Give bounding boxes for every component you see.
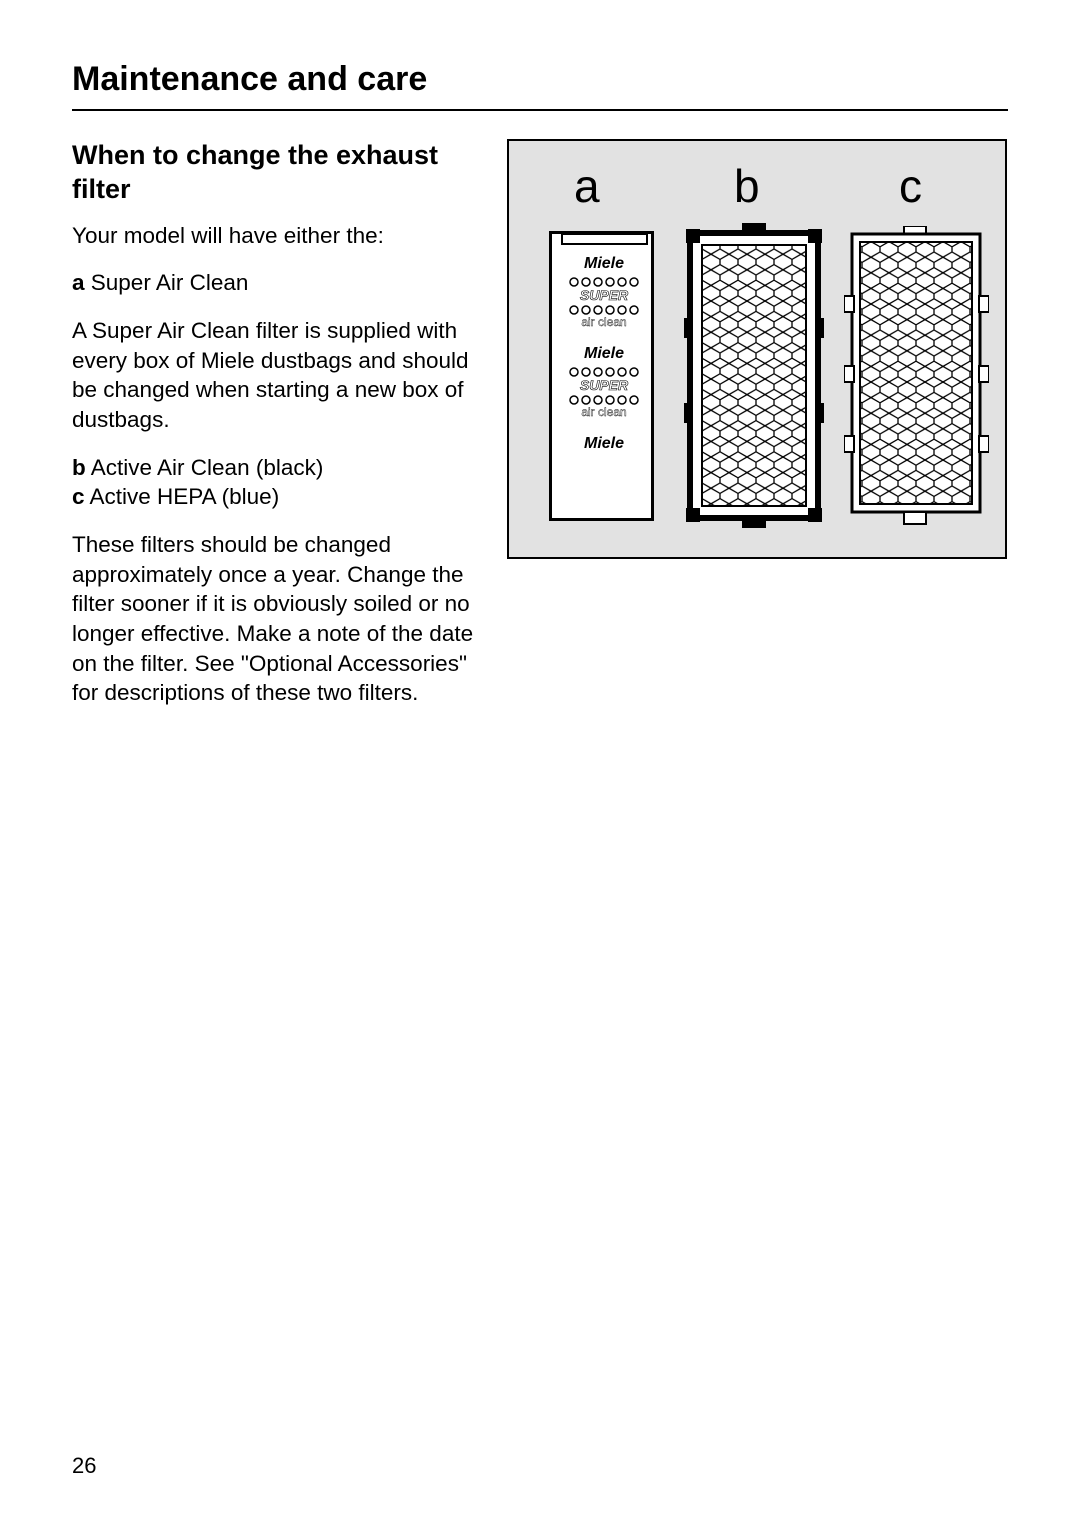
- filter-b: [684, 223, 824, 528]
- item-c-label: c: [72, 484, 85, 509]
- figure-label-a: a: [574, 159, 600, 213]
- filter-c: [844, 226, 989, 526]
- intro-text: Your model will have either the:: [72, 221, 477, 251]
- page-number: 26: [72, 1453, 96, 1479]
- title-rule: [72, 109, 1008, 111]
- filter-a-svg: Miele SUPER air clean Miele: [552, 234, 657, 524]
- item-a-desc: A Super Air Clean filter is supplied wit…: [72, 316, 477, 435]
- item-b-text: Active Air Clean (black): [86, 455, 324, 480]
- filter-diagram: a b c Miele SUPER: [507, 139, 1007, 559]
- svg-text:air clean: air clean: [581, 405, 626, 419]
- svg-text:Miele: Miele: [584, 435, 624, 452]
- figure-column: a b c Miele SUPER: [507, 139, 1008, 726]
- closing-text: These filters should be changed approxim…: [72, 530, 477, 708]
- content-row: When to change the exhaust filter Your m…: [72, 139, 1008, 726]
- item-c-text: Active HEPA (blue): [85, 484, 280, 509]
- figure-label-c: c: [899, 159, 922, 213]
- text-column: When to change the exhaust filter Your m…: [72, 139, 477, 726]
- item-a-line: a Super Air Clean: [72, 268, 477, 298]
- items-bc: b Active Air Clean (black) c Active HEPA…: [72, 453, 477, 512]
- item-a-label: a: [72, 270, 85, 295]
- svg-text:SUPER: SUPER: [580, 377, 629, 393]
- item-a-text: Super Air Clean: [85, 270, 249, 295]
- item-b-label: b: [72, 455, 86, 480]
- svg-text:Miele: Miele: [584, 255, 624, 272]
- figure-label-b: b: [734, 159, 760, 213]
- page-title: Maintenance and care: [72, 60, 1008, 99]
- svg-text:Miele: Miele: [584, 345, 624, 362]
- svg-text:SUPER: SUPER: [580, 287, 629, 303]
- section-heading: When to change the exhaust filter: [72, 139, 477, 207]
- svg-text:air clean: air clean: [581, 315, 626, 329]
- filter-a: Miele SUPER air clean Miele: [549, 231, 654, 521]
